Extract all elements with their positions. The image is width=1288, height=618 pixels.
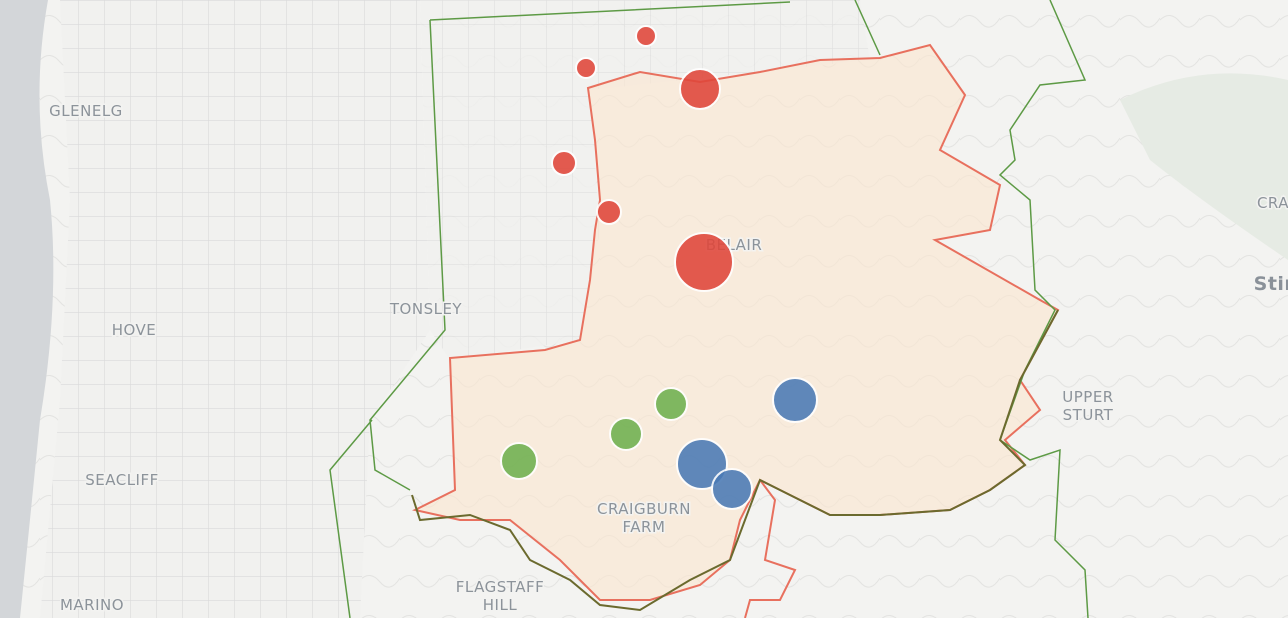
place-label: TONSLEY xyxy=(389,300,463,318)
suburbs xyxy=(40,0,430,618)
marker[interactable] xyxy=(676,438,728,490)
place-label: HOVE xyxy=(112,321,157,339)
marker[interactable] xyxy=(635,25,657,47)
suburbs-east xyxy=(420,0,870,360)
place-label: UPPER xyxy=(1062,388,1113,406)
markers xyxy=(500,25,818,510)
marker[interactable] xyxy=(551,150,577,176)
marker[interactable] xyxy=(679,68,721,110)
marker[interactable] xyxy=(674,232,734,292)
place-label: GLENELG xyxy=(49,102,123,120)
marker[interactable] xyxy=(596,199,622,225)
park xyxy=(1120,73,1288,260)
council-boundary xyxy=(329,0,1089,618)
marker[interactable] xyxy=(500,442,538,480)
place-label: CRAFER xyxy=(1257,194,1288,212)
place-label: FLAGSTAFF xyxy=(456,578,545,596)
place-label: MARINO xyxy=(60,596,124,614)
marker[interactable] xyxy=(654,387,688,421)
place-label: FARM xyxy=(623,518,666,536)
marker[interactable] xyxy=(772,377,818,423)
marker[interactable] xyxy=(575,57,597,79)
ward-boundary xyxy=(411,309,1059,612)
place-label: STURT xyxy=(1063,406,1114,424)
place-label: CRAIGBURN xyxy=(597,500,691,518)
region-boundary-south xyxy=(744,479,797,618)
place-label: Stirlin xyxy=(1254,273,1288,295)
marker[interactable] xyxy=(609,417,643,451)
marker[interactable] xyxy=(711,468,753,510)
place-label: SEACLIFF xyxy=(85,471,159,489)
place-label: HILL xyxy=(483,596,518,614)
sea xyxy=(0,0,54,618)
